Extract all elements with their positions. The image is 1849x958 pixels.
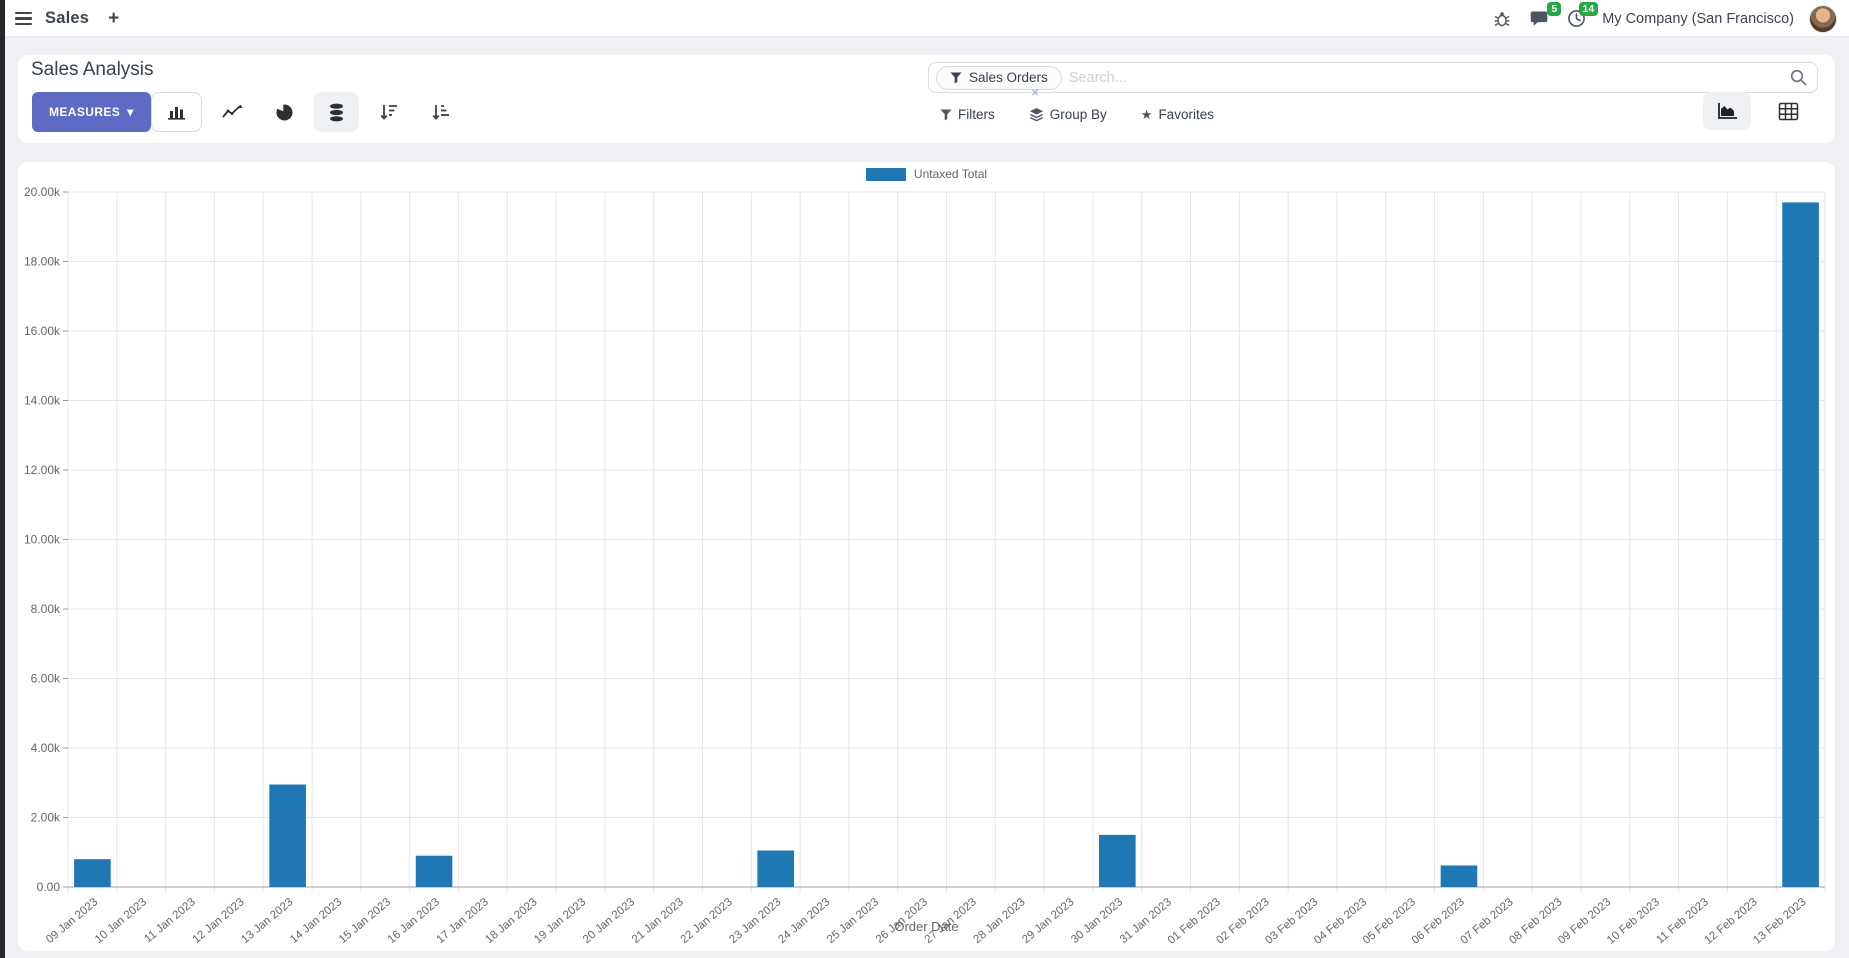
filter-funnel-icon xyxy=(940,109,952,120)
graph-view: Untaxed Total 0.00 2.00k 4.00k 6.00k 8.00k 10… xyxy=(18,162,1835,951)
bar-16 Jan 2023[interactable] xyxy=(415,855,453,887)
line-chart-button[interactable] xyxy=(210,92,254,132)
pivot-table-icon xyxy=(1778,102,1798,120)
filter-funnel-icon xyxy=(950,72,962,83)
y-tick-label: 20.00k xyxy=(24,185,61,199)
bar-09 Jan 2023[interactable] xyxy=(74,859,111,887)
legend-swatch xyxy=(865,167,906,181)
sort-descending-button[interactable] xyxy=(367,92,411,132)
bar-13 Jan 2023[interactable] xyxy=(269,784,306,887)
bar-06 Feb 2023[interactable] xyxy=(1440,865,1478,887)
bar-30 Jan 2023[interactable] xyxy=(1099,834,1136,887)
window-left-edge xyxy=(0,0,5,958)
activities-count-badge: 14 xyxy=(1578,1,1599,17)
bar-13 Feb 2023[interactable] xyxy=(1782,202,1819,888)
top-navbar: Sales + 5 14 My Company (San Francisco) xyxy=(0,0,1849,37)
app-title[interactable]: Sales xyxy=(45,9,90,27)
group-by-label: Group By xyxy=(1049,107,1107,122)
y-tick-label: 4.00k xyxy=(31,741,61,755)
layers-icon xyxy=(1029,107,1043,122)
messages-icon[interactable]: 5 xyxy=(1528,1,1562,30)
page-title: Sales Analysis xyxy=(31,59,154,80)
y-tick-label: 8.00k xyxy=(31,602,61,616)
search-facet-sales-orders[interactable]: Sales Orders xyxy=(936,65,1062,90)
y-tick-label: 18.00k xyxy=(24,255,61,269)
search-menus: Filters Group By ★ Favorites xyxy=(940,107,1214,122)
bar-chart-plot[interactable]: 0.00 2.00k 4.00k 6.00k 8.00k 10.00k 12.00k 14.0… xyxy=(18,162,1835,951)
legend-label: Untaxed Total xyxy=(913,167,988,181)
search-icon[interactable] xyxy=(1790,69,1807,86)
chevron-down-icon: ▾ xyxy=(127,105,134,119)
y-tick-label: 2.00k xyxy=(31,811,61,825)
y-tick-label: 10.00k xyxy=(24,533,61,547)
search-input[interactable] xyxy=(1068,69,1790,86)
view-switcher xyxy=(1703,92,1812,130)
stacked-toggle-button[interactable] xyxy=(314,92,359,132)
activities-clock-icon[interactable]: 14 xyxy=(1565,1,1599,30)
debug-bug-icon[interactable] xyxy=(1491,8,1513,30)
control-panel: Sales Analysis MEASURES ▾ xyxy=(18,55,1835,143)
pivot-view-button[interactable] xyxy=(1764,92,1812,130)
stacked-icon xyxy=(330,103,343,121)
filters-label: Filters xyxy=(958,107,995,122)
sort-ascending-button[interactable] xyxy=(419,92,463,132)
measures-label: MEASURES xyxy=(49,105,121,119)
group-by-menu[interactable]: Group By xyxy=(1029,107,1107,122)
y-tick-label: 16.00k xyxy=(24,324,61,338)
company-switcher[interactable]: My Company (San Francisco) xyxy=(1602,10,1794,27)
pie-chart-button[interactable] xyxy=(262,92,306,132)
graph-view-button[interactable] xyxy=(1703,92,1751,130)
y-tick-label: 6.00k xyxy=(31,672,61,686)
y-tick-label: 12.00k xyxy=(24,463,61,477)
facet-label: Sales Orders xyxy=(969,70,1048,85)
star-icon: ★ xyxy=(1140,107,1153,122)
apps-menu-icon[interactable] xyxy=(13,10,34,28)
line-chart-icon xyxy=(222,104,243,118)
chart-type-toolbar xyxy=(151,92,463,132)
sort-descending-icon xyxy=(380,105,397,120)
legend-item[interactable]: Untaxed Total xyxy=(18,167,1835,181)
bar-chart-icon xyxy=(167,107,185,120)
bar-chart-button[interactable] xyxy=(151,92,202,132)
area-chart-icon xyxy=(1717,103,1737,119)
bar-23 Jan 2023[interactable] xyxy=(757,850,794,887)
favorites-menu[interactable]: ★ Favorites xyxy=(1141,107,1214,122)
plus-icon[interactable]: + xyxy=(108,8,120,29)
search-bar[interactable]: Sales Orders xyxy=(928,62,1818,93)
favorites-label: Favorites xyxy=(1158,107,1214,122)
measures-button[interactable]: MEASURES ▾ xyxy=(32,92,151,132)
x-axis-title: Order Date xyxy=(894,919,959,934)
y-tick-label: 14.00k xyxy=(24,394,61,408)
user-avatar[interactable] xyxy=(1809,4,1837,33)
facet-close-icon[interactable]: × xyxy=(1031,84,1040,100)
filters-menu[interactable]: Filters xyxy=(940,107,995,122)
sort-ascending-icon xyxy=(432,105,449,120)
y-tick-label: 0.00 xyxy=(37,880,61,894)
pie-chart-icon xyxy=(274,102,292,120)
messages-count-badge: 5 xyxy=(1547,1,1562,17)
